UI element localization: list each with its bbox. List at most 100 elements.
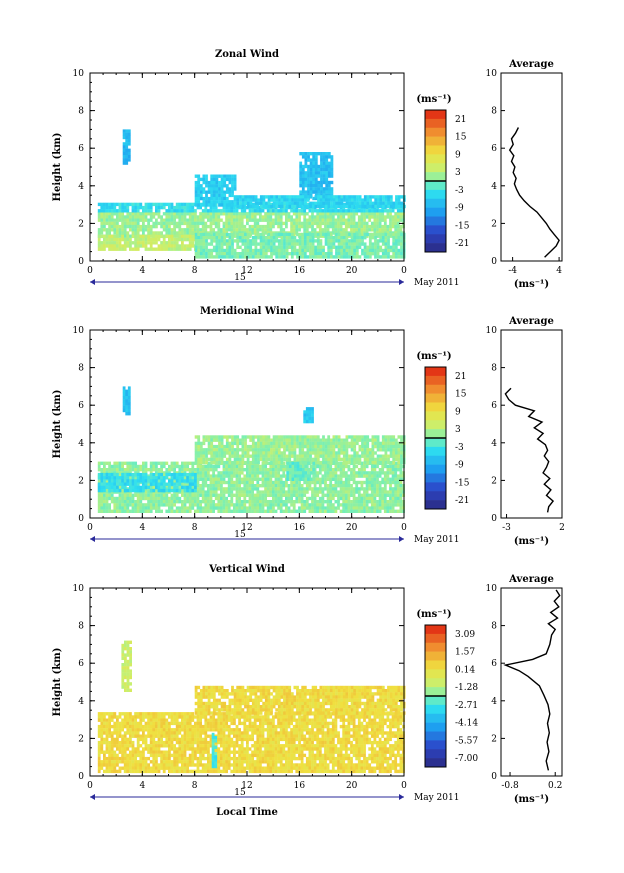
data-cell [246,435,250,439]
data-cell [269,215,273,219]
data-cell [285,509,288,513]
data-cell [227,215,231,219]
data-cell [235,487,239,491]
data-cell [246,201,250,205]
data-cell [134,231,137,235]
data-cell [331,493,335,497]
data-cell [389,464,392,469]
data-cell [326,500,330,504]
data-cell [392,255,396,259]
data-cell [324,204,328,209]
data-cell [241,236,245,240]
data-cell [324,448,328,452]
data-cell [363,506,366,510]
data-cell [381,493,385,497]
data-cell [233,215,236,219]
data-cell [360,509,364,513]
data-cell [149,482,153,486]
data-cell [303,248,307,253]
data-cell [214,490,218,494]
data-cell [381,464,385,469]
data-cell [350,204,354,209]
data-cell [350,468,353,472]
data-cell [394,218,398,222]
data-cell [233,451,237,455]
data-cell [279,487,283,491]
data-cell [122,405,126,409]
data-cell [358,201,362,205]
data-cell [209,503,213,507]
data-cell [329,239,333,243]
data-cell [144,509,148,513]
data-cell [381,242,385,246]
data-cell [363,487,366,491]
data-cell [314,204,318,209]
data-cell [370,503,374,507]
data-cell [173,215,176,219]
data-cell [225,444,229,449]
data-cell [326,218,330,222]
data-cell [225,509,228,513]
data-cell [296,242,299,246]
data-cell [381,255,385,259]
data-cell [350,441,354,446]
data-cell [301,448,305,452]
data-cell [243,205,247,210]
data-cell [306,232,310,237]
data-cell [319,248,323,253]
data-cell [325,161,329,165]
data-cell [261,500,265,504]
data-cell [121,482,124,486]
data-cell [204,503,208,507]
data-cell [301,195,305,199]
data-cell [183,464,187,469]
data-cell [131,215,135,219]
data-cell [110,224,114,229]
data-cell [100,231,104,235]
data-cell [272,500,275,504]
data-cell [256,228,260,232]
data-cell [105,493,109,497]
data-cell [345,248,349,253]
data-cell [134,202,137,207]
data-cell [160,468,163,472]
data-cell [218,242,221,246]
data-cell [147,212,150,216]
data-cell [126,488,130,493]
data-cell [376,435,380,439]
avg-y-tick-label: 2 [491,219,497,229]
data-cell [290,435,294,439]
data-cell [227,224,231,229]
data-cell [139,218,143,222]
data-cell [337,232,341,237]
data-cell [97,503,101,507]
average-profile-line [508,127,560,258]
data-cell [350,215,353,219]
data-cell [139,241,143,245]
data-cell [162,461,166,465]
data-cell [342,448,346,452]
data-cell [394,248,398,253]
data-cell [353,438,357,442]
data-cell [220,236,224,240]
data-cell [342,245,346,249]
data-cell [225,496,228,501]
data-cell [309,236,312,240]
data-cell [209,493,213,497]
data-cell [337,468,340,472]
data-cell [256,471,260,475]
data-cell [188,461,192,465]
data-cell [110,209,114,213]
data-cell [202,438,206,442]
data-cell [100,500,104,504]
data-cell [160,503,163,507]
data-cell [253,468,257,472]
data-cell [239,201,242,205]
data-cell [319,204,323,209]
data-cell [231,236,234,240]
data-cell [370,500,374,504]
data-cell [353,255,357,259]
data-region [194,435,406,465]
data-cell [231,451,234,455]
data-cell [374,252,377,256]
